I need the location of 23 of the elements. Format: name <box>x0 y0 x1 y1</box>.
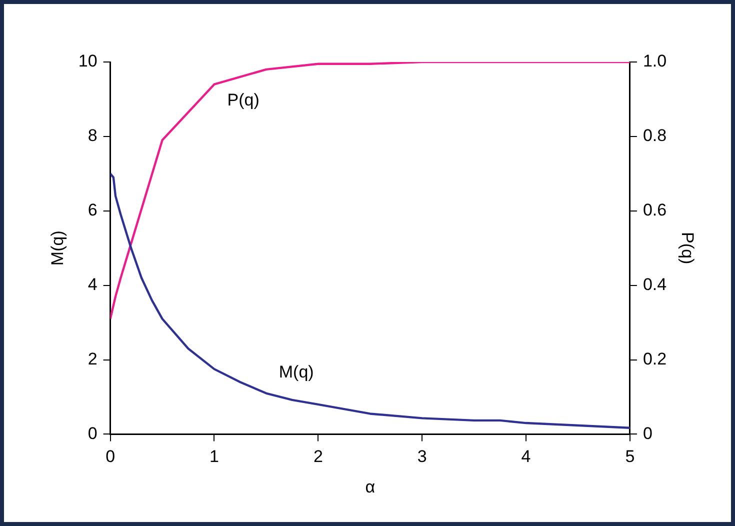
x-tick-label: 5 <box>625 447 635 466</box>
x-tick-label: 2 <box>313 447 323 466</box>
y2-tick-label: 0.4 <box>642 275 667 294</box>
y-tick-label: 0 <box>88 424 98 443</box>
series-label: M(q) <box>278 362 314 382</box>
series-label: P(q) <box>227 90 260 110</box>
y2-tick-label: 1.0 <box>642 52 667 71</box>
y-tick-label: 6 <box>88 200 98 220</box>
x-tick-label: 3 <box>417 447 427 466</box>
y-tick-label: 10 <box>78 52 98 71</box>
x-axis-title: α <box>365 477 376 496</box>
x-tick-label: 4 <box>521 447 531 466</box>
y2-tick-label: 0.8 <box>642 126 667 146</box>
x-tick-label: 0 <box>106 447 116 466</box>
y-tick-label: 4 <box>88 275 98 294</box>
y2-tick-label: 0 <box>642 424 652 443</box>
y2-tick-label: 0.2 <box>642 349 667 368</box>
y-axis-title: M(q) <box>48 230 67 266</box>
y-tick-label: 8 <box>88 126 98 146</box>
y-tick-label: 2 <box>88 349 98 368</box>
y2-axis-title: P(q) <box>678 232 698 264</box>
y2-tick-label: 0.6 <box>642 200 667 220</box>
x-tick-label: 1 <box>210 447 219 466</box>
